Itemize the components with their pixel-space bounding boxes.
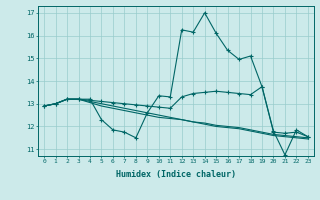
X-axis label: Humidex (Indice chaleur): Humidex (Indice chaleur) — [116, 170, 236, 179]
